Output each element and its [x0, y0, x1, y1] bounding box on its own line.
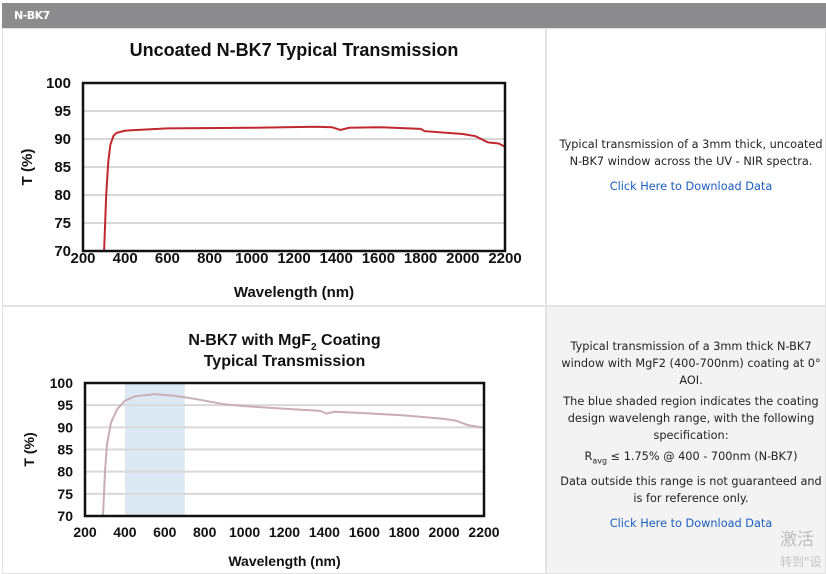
- y-tick-label: 75: [54, 215, 71, 232]
- y-axis-label: T (%): [21, 432, 37, 466]
- chart-title-part: 2: [311, 342, 317, 353]
- chart-uncoated-transmission: 70 75 80 85 90 95 100 200 400 600 800 1000 1200 1400 1…: [19, 40, 522, 301]
- x-tick-label: 800: [197, 250, 222, 267]
- y-tick-label: 95: [54, 103, 71, 120]
- spec-r: R: [584, 450, 593, 463]
- description-text: Typical transmission of a 3mm thick, unc…: [559, 138, 823, 168]
- description-text: Typical transmission of a 3mm thick N-BK…: [561, 340, 821, 387]
- chart-title-part: N-BK7 with MgF: [188, 332, 311, 349]
- x-tick-label: 1200: [269, 524, 300, 540]
- x-tick-label: 1200: [277, 250, 310, 267]
- description-block: Typical transmission of a 3mm thick, unc…: [557, 136, 825, 199]
- description-block: Typical transmission of a 3mm thick N-BK…: [557, 338, 825, 536]
- section-header: N-BK7: [2, 3, 826, 28]
- x-tick-label: 1000: [229, 524, 260, 540]
- plot-frame: [81, 81, 507, 253]
- watermark-text: 激活: [780, 530, 814, 550]
- y-tick-label: 80: [57, 464, 73, 480]
- description-text: The blue shaded region indicates the coa…: [563, 395, 819, 442]
- x-tick-label: 2000: [429, 524, 460, 540]
- transmission-curve: [102, 393, 485, 517]
- y-tick-label: 70: [57, 508, 73, 524]
- x-tick-label: 400: [113, 250, 138, 267]
- description-cell-mgf2: Typical transmission of a 3mm thick N-BK…: [546, 306, 826, 574]
- y-tick-label: 90: [54, 131, 71, 148]
- chart-title: N-BK7 with MgF2 Coating: [188, 332, 380, 353]
- x-tick-label: 1800: [404, 250, 437, 267]
- spec-sub: avg: [592, 456, 608, 466]
- x-tick-label: 1600: [362, 250, 395, 267]
- y-tick-label: 100: [46, 75, 71, 92]
- x-tick-label: 600: [153, 524, 177, 540]
- y-tick-label: 85: [54, 159, 71, 176]
- transmission-curve: [103, 125, 506, 252]
- y-tick-label: 85: [57, 442, 73, 458]
- description-cell-uncoated: Typical transmission of a 3mm thick, unc…: [546, 28, 826, 306]
- watermark-text: 转到"设: [780, 555, 822, 569]
- chart-cell-mgf2: 70 75 80 85 90 95 100 200 400 600 800 1000 1200 1400 1…: [2, 306, 546, 574]
- x-tick-label: 200: [73, 524, 97, 540]
- y-axis-label: T (%): [19, 149, 36, 186]
- download-data-link[interactable]: Click Here to Download Data: [609, 517, 773, 531]
- x-axis-label: Wavelength (nm): [228, 553, 340, 569]
- chart-title-part: Coating: [317, 332, 381, 349]
- plot-frame: [83, 381, 486, 518]
- chart-title: Uncoated N-BK7 Typical Transmission: [130, 40, 459, 60]
- y-tick-label: 95: [57, 397, 73, 413]
- x-tick-label: 1800: [389, 524, 420, 540]
- y-tick-label: 70: [54, 243, 71, 260]
- chart-title-line2: Typical Transmission: [204, 353, 366, 370]
- y-tick-label: 100: [50, 375, 74, 391]
- y-tick-label: 75: [57, 486, 73, 502]
- x-tick-label: 2200: [488, 250, 521, 267]
- chart-mgf2-transmission: 70 75 80 85 90 95 100 200 400 600 800 1000 1200 1400 1…: [21, 332, 500, 569]
- description-text: Data outside this range is not guarantee…: [560, 475, 822, 506]
- x-tick-label: 1600: [349, 524, 380, 540]
- download-data-link[interactable]: Click Here to Download Data: [609, 180, 773, 193]
- x-tick-label: 1400: [309, 524, 340, 540]
- x-tick-label: 600: [155, 250, 180, 267]
- specification-text: Ravg ≤ 1.75% @ 400 - 700nm (N-BK7): [557, 448, 825, 469]
- x-tick-label: 200: [70, 250, 95, 267]
- x-axis-label: Wavelength (nm): [234, 284, 354, 301]
- x-tick-label: 2200: [468, 524, 499, 540]
- x-tick-label: 2000: [446, 250, 479, 267]
- x-tick-label: 1000: [235, 250, 268, 267]
- y-tick-label: 80: [54, 187, 71, 204]
- spec-rest: ≤ 1.75% @ 400 - 700nm (N-BK7): [607, 450, 798, 463]
- chart-cell-uncoated: 70 75 80 85 90 95 100 200 400 600 800 1000 1200 1400 1…: [2, 28, 546, 306]
- x-tick-label: 1400: [320, 250, 353, 267]
- x-tick-label: 400: [113, 524, 137, 540]
- y-tick-label: 90: [57, 419, 73, 435]
- x-tick-label: 800: [193, 524, 217, 540]
